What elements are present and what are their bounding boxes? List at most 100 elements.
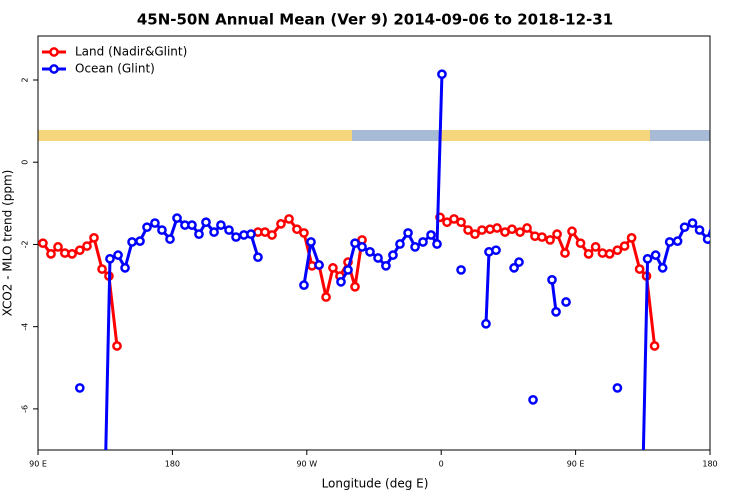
- data-point: [456, 265, 466, 275]
- data-point: [142, 222, 152, 233]
- data-point: [328, 263, 338, 273]
- data-point: [97, 264, 107, 274]
- data-point: [463, 225, 473, 235]
- legend-marker: [49, 64, 59, 74]
- data-point: [426, 230, 436, 240]
- data-point: [514, 257, 524, 267]
- data-point: [299, 228, 309, 238]
- x-tick-label: 180: [165, 460, 180, 469]
- data-point: [583, 249, 594, 259]
- y-tick-label: -6: [21, 405, 30, 413]
- data-point: [105, 253, 115, 264]
- x-tick-label: 0: [439, 460, 444, 469]
- data-point: [127, 237, 137, 247]
- data-point: [552, 229, 562, 240]
- data-point: [694, 225, 705, 235]
- data-point: [120, 263, 130, 273]
- x-tick-label: 180: [702, 460, 717, 469]
- data-point: [432, 239, 442, 249]
- data-point: [53, 242, 63, 252]
- y-tick-label: 0: [21, 160, 30, 165]
- data-point: [113, 250, 123, 260]
- data-point: [135, 236, 145, 246]
- data-point: [381, 260, 391, 271]
- data-point: [284, 214, 294, 224]
- y-tick-label: 2: [21, 77, 30, 82]
- data-point: [567, 226, 577, 237]
- data-point: [672, 236, 683, 246]
- data-point: [403, 228, 413, 238]
- data-point: [74, 245, 85, 256]
- data-point: [89, 233, 99, 243]
- data-point: [209, 227, 219, 237]
- data-point: [470, 229, 480, 240]
- data-point: [299, 280, 309, 290]
- data-point: [172, 213, 182, 223]
- data-layer: [38, 69, 710, 450]
- data-point: [619, 241, 630, 251]
- data-point: [679, 222, 690, 233]
- data-point: [350, 281, 360, 292]
- data-point: [561, 297, 571, 307]
- legend-label: Ocean (Glint): [75, 62, 155, 76]
- data-point: [357, 242, 367, 252]
- data-point: [418, 237, 428, 247]
- data-point: [612, 383, 623, 393]
- data-point: [664, 237, 675, 247]
- data-point: [537, 232, 547, 242]
- data-point: [246, 229, 256, 240]
- chart-title: 45N-50N Annual Mean (Ver 9) 2014-09-06 t…: [137, 11, 613, 29]
- data-point: [657, 263, 668, 273]
- map-strip: [38, 130, 710, 141]
- data-point: [231, 232, 241, 242]
- data-point: [112, 341, 122, 351]
- data-point: [687, 218, 698, 228]
- data-point: [575, 238, 586, 249]
- data-point: [292, 224, 302, 235]
- data-point: [388, 250, 398, 260]
- data-point: [224, 225, 234, 235]
- data-point: [545, 235, 555, 245]
- data-point: [38, 238, 48, 249]
- data-point: [350, 238, 360, 249]
- y-tick-label: -4: [21, 323, 30, 331]
- series-line: [41, 216, 657, 347]
- data-point: [276, 219, 286, 229]
- data-point: [82, 241, 92, 251]
- data-point: [314, 260, 324, 270]
- data-point: [481, 318, 491, 329]
- data-point: [492, 223, 502, 233]
- data-point: [507, 224, 517, 235]
- data-point: [491, 245, 501, 256]
- data-point: [590, 242, 601, 252]
- data-point: [456, 217, 466, 228]
- y-axis-label: XCO2 - MLO trend (ppm): [1, 170, 15, 317]
- data-point: [253, 252, 263, 263]
- data-point: [187, 220, 197, 230]
- legend-label: Land (Nadir&Glint): [75, 45, 187, 59]
- data-point: [649, 341, 660, 351]
- data-point: [165, 234, 175, 244]
- data-point: [477, 225, 487, 235]
- data-point: [216, 220, 226, 230]
- data-point: [157, 225, 167, 235]
- data-point: [343, 265, 353, 275]
- data-point: [528, 394, 538, 405]
- data-point: [626, 233, 637, 243]
- data-point: [709, 216, 710, 220]
- data-point: [515, 227, 525, 237]
- data-point: [74, 383, 85, 393]
- data-point: [560, 248, 570, 258]
- data-point: [437, 69, 447, 80]
- legend-marker: [49, 47, 59, 57]
- data-point: [612, 245, 623, 256]
- x-tick-label: 90 E: [29, 460, 47, 469]
- data-point: [410, 242, 420, 252]
- data-point: [509, 263, 519, 273]
- y-tick-label: -2: [21, 240, 30, 248]
- data-point: [46, 249, 56, 259]
- data-point: [522, 223, 532, 233]
- x-axis-label: Longitude (deg E): [322, 477, 429, 491]
- data-point: [365, 246, 375, 257]
